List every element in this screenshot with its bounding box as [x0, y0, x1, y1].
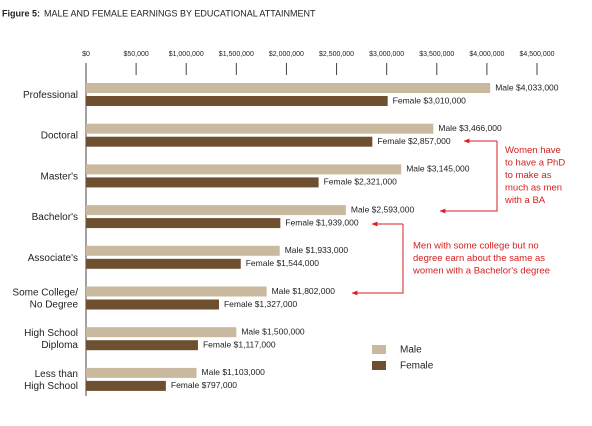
bar [86, 83, 491, 93]
category-label: High School Diploma [24, 328, 78, 351]
category-label: Doctoral [41, 130, 78, 141]
data-label: Male $4,033,000 [495, 82, 559, 92]
data-label: Male $3,466,000 [438, 123, 502, 133]
x-tick-label: $0 [82, 51, 90, 58]
bar [86, 123, 434, 134]
bar [86, 177, 319, 188]
data-label: Male $1,802,000 [272, 286, 336, 296]
data-label: Male $3,145,000 [406, 164, 470, 174]
legend-swatch [372, 361, 386, 370]
bar [86, 367, 197, 378]
category-label: Master's [41, 171, 78, 182]
chart-title: MALE AND FEMALE EARNINGS BY EDUCATIONAL … [44, 8, 316, 18]
x-tick-label: $1,500,000 [219, 51, 254, 58]
x-tick-label: $3,000,000 [369, 51, 404, 58]
bar [86, 299, 219, 310]
x-tick-label: $1,000,000 [169, 51, 204, 58]
data-label: Female $1,117,000 [203, 339, 276, 349]
category-label: Some College/No Degree [12, 287, 78, 310]
annotation: Men with some college but no degree earn … [412, 240, 550, 276]
data-label: Male $2,593,000 [351, 204, 415, 214]
annotation: Women have to have a PhD to make as much as… [504, 145, 565, 206]
data-label: Female $3,010,000 [393, 95, 467, 105]
bar [86, 380, 166, 391]
x-tick-label: $3,500,000 [419, 51, 454, 58]
bar [86, 136, 373, 147]
category-label: Professional [23, 90, 78, 101]
legend-label: Female [400, 361, 434, 372]
data-label: Female $1,544,000 [246, 258, 320, 268]
category-label: Associate's [28, 252, 78, 263]
bar [86, 245, 280, 256]
x-tick-label: $2,000,000 [269, 51, 304, 58]
data-label: Female $2,857,000 [377, 136, 451, 146]
bar [86, 164, 402, 175]
category-label: Less than High School [24, 369, 78, 392]
bar [86, 327, 237, 338]
x-tick-label: $50,000 [123, 51, 148, 58]
brackets [351, 138, 498, 296]
bar [86, 205, 346, 216]
data-label: Male $1,500,000 [241, 326, 305, 336]
category-label: Bachelor's [32, 212, 78, 223]
x-tick-label: $2,500,000 [319, 51, 354, 58]
x-tick-label: $4,500,000 [519, 51, 554, 58]
arrow [439, 141, 498, 214]
bar [86, 258, 241, 269]
data-label: Female $1,327,000 [224, 299, 298, 309]
bar [86, 340, 198, 351]
bar [86, 286, 267, 297]
data-label: Female $797,000 [171, 380, 237, 390]
x-tick-label: $4,000,000 [469, 51, 504, 58]
bar [86, 218, 281, 229]
figure-label: Figure 5: [2, 8, 40, 18]
data-label: Female $1,939,000 [285, 217, 359, 227]
legend-label: Male [400, 345, 422, 356]
data-label: Female $2,321,000 [324, 177, 398, 187]
arrow [351, 224, 404, 296]
data-label: Male $1,933,000 [285, 245, 349, 255]
bar [86, 96, 388, 106]
legend-swatch [372, 345, 386, 354]
data-label: Male $1,103,000 [202, 367, 266, 377]
